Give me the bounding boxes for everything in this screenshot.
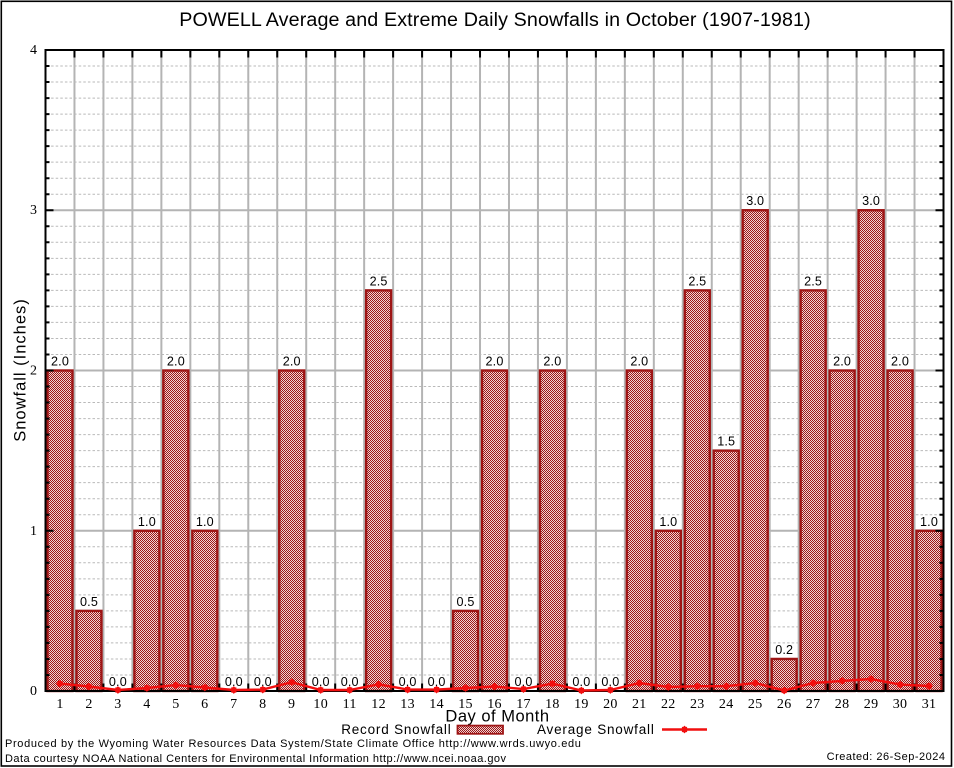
svg-text:20: 20 <box>603 697 618 712</box>
svg-text:1.0: 1.0 <box>920 515 938 529</box>
svg-text:2: 2 <box>30 364 37 379</box>
svg-text:7: 7 <box>230 697 237 712</box>
svg-text:1: 1 <box>30 524 37 539</box>
svg-text:Created: 26-Sep-2024: Created: 26-Sep-2024 <box>827 751 946 763</box>
svg-text:3: 3 <box>114 697 121 712</box>
svg-text:0.0: 0.0 <box>225 675 243 689</box>
svg-text:6: 6 <box>201 697 208 712</box>
svg-text:24: 24 <box>719 697 734 712</box>
svg-text:1.0: 1.0 <box>196 515 214 529</box>
svg-text:4: 4 <box>30 43 37 58</box>
svg-text:31: 31 <box>922 697 937 712</box>
svg-text:2.0: 2.0 <box>486 355 504 369</box>
svg-text:0.2: 0.2 <box>775 643 793 657</box>
svg-text:13: 13 <box>400 697 415 712</box>
svg-text:3.0: 3.0 <box>746 194 764 208</box>
svg-text:3: 3 <box>30 203 37 218</box>
svg-text:2.5: 2.5 <box>688 274 706 288</box>
svg-text:2.0: 2.0 <box>51 355 69 369</box>
svg-text:12: 12 <box>371 697 386 712</box>
svg-text:1: 1 <box>56 697 63 712</box>
svg-text:5: 5 <box>172 697 179 712</box>
svg-text:1.0: 1.0 <box>659 515 677 529</box>
svg-text:2.0: 2.0 <box>891 355 909 369</box>
svg-text:Snowfall (Inches): Snowfall (Inches) <box>12 298 30 442</box>
svg-text:POWELL Average and Extreme Dai: POWELL Average and Extreme Daily Snowfal… <box>179 9 811 31</box>
svg-text:15: 15 <box>458 697 473 712</box>
svg-text:2.0: 2.0 <box>833 355 851 369</box>
svg-text:0.0: 0.0 <box>109 675 127 689</box>
svg-text:23: 23 <box>690 697 705 712</box>
svg-text:Record Snowfall: Record Snowfall <box>341 722 451 737</box>
svg-text:21: 21 <box>632 697 647 712</box>
svg-text:0.5: 0.5 <box>457 595 475 609</box>
svg-text:25: 25 <box>748 697 763 712</box>
svg-text:0.0: 0.0 <box>515 675 533 689</box>
svg-text:Day of Month: Day of Month <box>445 708 549 726</box>
svg-text:28: 28 <box>835 697 850 712</box>
svg-text:1.5: 1.5 <box>717 435 735 449</box>
svg-text:16: 16 <box>487 697 502 712</box>
svg-text:2.0: 2.0 <box>630 355 648 369</box>
svg-text:0.5: 0.5 <box>80 595 98 609</box>
svg-text:2.0: 2.0 <box>167 355 185 369</box>
svg-text:2.5: 2.5 <box>804 274 822 288</box>
svg-text:2.0: 2.0 <box>283 355 301 369</box>
svg-text:Data courtesy NOAA National Ce: Data courtesy NOAA National Centers for … <box>5 753 506 765</box>
svg-text:3.0: 3.0 <box>862 194 880 208</box>
svg-text:14: 14 <box>429 697 444 712</box>
svg-text:30: 30 <box>893 697 908 712</box>
svg-text:4: 4 <box>143 697 150 712</box>
svg-text:8: 8 <box>259 697 266 712</box>
svg-text:2: 2 <box>85 697 92 712</box>
svg-text:22: 22 <box>661 697 676 712</box>
svg-text:29: 29 <box>864 697 879 712</box>
svg-text:27: 27 <box>806 697 821 712</box>
svg-text:2.0: 2.0 <box>543 355 561 369</box>
svg-text:18: 18 <box>545 697 560 712</box>
svg-text:Average Snowfall: Average Snowfall <box>537 722 655 737</box>
svg-text:0.0: 0.0 <box>312 675 330 689</box>
svg-text:0.0: 0.0 <box>254 675 272 689</box>
svg-text:Produced by the Wyoming Water: Produced by the Wyoming Water Resources … <box>5 738 582 750</box>
svg-text:0.0: 0.0 <box>601 675 619 689</box>
svg-text:19: 19 <box>574 697 589 712</box>
svg-text:0.0: 0.0 <box>399 675 417 689</box>
svg-text:0.0: 0.0 <box>341 675 359 689</box>
svg-text:0.0: 0.0 <box>428 675 446 689</box>
svg-text:1.0: 1.0 <box>138 515 156 529</box>
svg-text:26: 26 <box>777 697 792 712</box>
svg-text:0.0: 0.0 <box>572 675 590 689</box>
svg-text:0: 0 <box>30 684 37 699</box>
svg-text:2.5: 2.5 <box>370 274 388 288</box>
svg-text:10: 10 <box>313 697 328 712</box>
svg-text:11: 11 <box>343 697 357 712</box>
svg-text:17: 17 <box>516 697 531 712</box>
svg-text:9: 9 <box>288 697 295 712</box>
